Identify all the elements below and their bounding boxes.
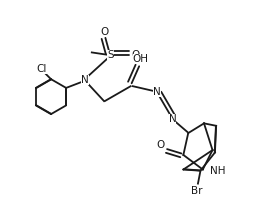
Text: Br: Br [190, 186, 202, 196]
Text: O: O [156, 140, 164, 150]
Text: O: O [100, 27, 108, 37]
Text: NH: NH [209, 166, 224, 176]
Text: S: S [107, 50, 113, 60]
Text: OH: OH [132, 54, 148, 64]
Text: N: N [81, 75, 88, 85]
Text: O: O [131, 50, 139, 60]
Text: Cl: Cl [37, 64, 47, 74]
Text: N: N [168, 114, 176, 123]
Text: N: N [152, 87, 160, 97]
